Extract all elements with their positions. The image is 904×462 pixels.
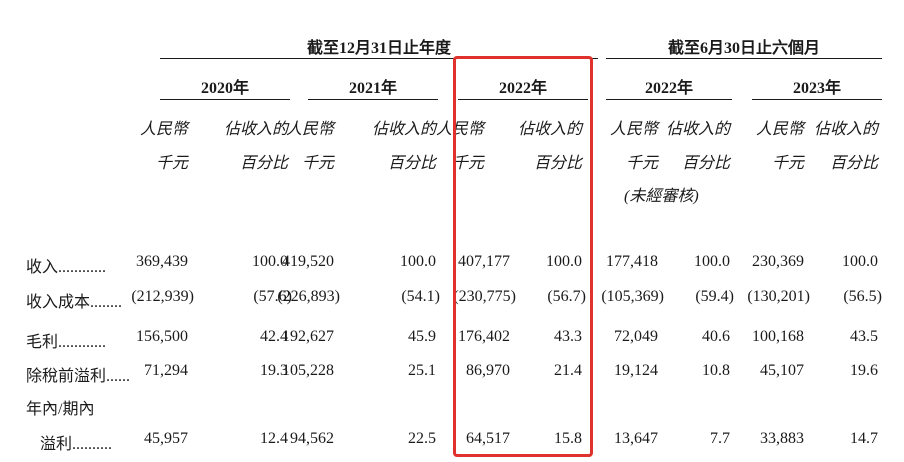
subheader-unit: 千元 — [155, 155, 188, 172]
cell-revenue-2021-amount: 419,520 — [282, 253, 334, 270]
cell-gross-h2022-pct: 40.6 — [702, 328, 730, 345]
cell-revenue-2022-amount: 407,177 — [458, 253, 510, 270]
group-header-six-months: 截至6月30日止六個月 — [667, 40, 820, 57]
subheader-unit: 千元 — [301, 155, 334, 172]
subheader-percent: 佔收入的 — [371, 121, 436, 138]
cell-pbt-h2022-pct: 10.8 — [702, 362, 730, 379]
cell-revenue-2020-pct: 100.0 — [252, 253, 288, 270]
cell-cost-2021-amount: (226,893) — [277, 288, 340, 305]
cell-cost-2020-pct: (57.6) — [253, 288, 292, 305]
year-underline-2022 — [458, 99, 588, 100]
subheader-currency: 人民幣 — [435, 121, 484, 138]
cell-pbt-h2023-pct: 19.6 — [850, 362, 878, 379]
cell-gross-2022-pct: 43.3 — [554, 328, 582, 345]
row-label-profit: 溢利.......... — [40, 436, 113, 453]
year-header-2023-half: 2023年 — [792, 80, 841, 97]
subheader-currency: 人民幣 — [139, 121, 188, 138]
subheader-unit: 百分比 — [829, 155, 878, 172]
cell-cost-2021-pct: (54.1) — [401, 288, 440, 305]
subheader-unit: 百分比 — [239, 155, 288, 172]
subheader-unit: 千元 — [451, 155, 484, 172]
cell-gross-2020-pct: 42.4 — [260, 328, 288, 345]
cell-gross-h2023-pct: 43.5 — [850, 328, 878, 345]
cell-pbt-h2022-amount: 19,124 — [614, 362, 658, 379]
cell-pbt-2022-amount: 86,970 — [466, 362, 510, 379]
row-label-gross-profit: 毛利............ — [26, 334, 107, 351]
subheader-unit: 千元 — [625, 155, 658, 172]
row-label-profit-before-tax: 除稅前溢利...... — [26, 368, 131, 385]
cell-pbt-2021-pct: 25.1 — [408, 362, 436, 379]
cell-revenue-h2023-amount: 230,369 — [752, 253, 804, 270]
cell-cost-2022-pct: (56.7) — [547, 288, 586, 305]
subheader-unit: 百分比 — [681, 155, 730, 172]
year-underline-2020 — [160, 99, 290, 100]
year-header-2021: 2021年 — [348, 80, 397, 97]
group-underline-fiscal-year — [160, 58, 598, 59]
cell-profit-2022-pct: 15.8 — [554, 430, 582, 447]
group-header-fiscal-year: 截至12月31日止年度 — [306, 40, 451, 57]
year-underline-2021 — [308, 99, 438, 100]
row-label-revenue: 收入............ — [26, 259, 107, 276]
cell-revenue-h2023-pct: 100.0 — [842, 253, 878, 270]
cell-revenue-h2022-pct: 100.0 — [694, 253, 730, 270]
cell-profit-2020-pct: 12.4 — [260, 430, 288, 447]
year-underline-2022-half — [606, 99, 732, 100]
subheader-currency: 人民幣 — [609, 121, 658, 138]
group-underline-six-months — [606, 58, 882, 59]
cell-cost-h2022-pct: (59.4) — [695, 288, 734, 305]
cell-gross-2020-amount: 156,500 — [136, 328, 188, 345]
year-header-2020: 2020年 — [200, 80, 249, 97]
row-label-cost-of-revenue: 收入成本........ — [26, 294, 123, 311]
subheader-percent: 佔收入的 — [813, 121, 878, 138]
subheader-percent: 佔收入的 — [223, 121, 288, 138]
fy2022-highlight-box — [453, 56, 593, 457]
subheader-unit: 百分比 — [533, 155, 582, 172]
cell-cost-h2023-pct: (56.5) — [843, 288, 882, 305]
subheader-unit: 百分比 — [387, 155, 436, 172]
cell-profit-h2022-amount: 13,647 — [614, 430, 658, 447]
cell-profit-h2023-pct: 14.7 — [850, 430, 878, 447]
unaudited-note: (未經審核) — [624, 188, 699, 205]
cell-profit-2021-amount: 94,562 — [290, 430, 334, 447]
cell-revenue-2021-pct: 100.0 — [400, 253, 436, 270]
row-label-period: 年內/期內 — [26, 401, 95, 418]
subheader-currency: 人民幣 — [755, 121, 804, 138]
cell-cost-2020-amount: (212,939) — [131, 288, 194, 305]
cell-pbt-2022-pct: 21.4 — [554, 362, 582, 379]
cell-pbt-2020-pct: 19.3 — [260, 362, 288, 379]
cell-gross-2021-pct: 45.9 — [408, 328, 436, 345]
cell-profit-h2022-pct: 7.7 — [710, 430, 730, 447]
cell-gross-h2022-amount: 72,049 — [614, 328, 658, 345]
cell-profit-2021-pct: 22.5 — [408, 430, 436, 447]
cell-gross-2022-amount: 176,402 — [458, 328, 510, 345]
year-header-2022: 2022年 — [498, 80, 547, 97]
cell-revenue-2022-pct: 100.0 — [546, 253, 582, 270]
cell-cost-h2023-amount: (130,201) — [747, 288, 810, 305]
cell-pbt-h2023-amount: 45,107 — [760, 362, 804, 379]
subheader-currency: 人民幣 — [285, 121, 334, 138]
cell-profit-2022-amount: 64,517 — [466, 430, 510, 447]
cell-cost-h2022-amount: (105,369) — [601, 288, 664, 305]
subheader-percent: 佔收入的 — [665, 121, 730, 138]
cell-gross-2021-amount: 192,627 — [282, 328, 334, 345]
cell-profit-2020-amount: 45,957 — [144, 430, 188, 447]
cell-pbt-2020-amount: 71,294 — [144, 362, 188, 379]
cell-gross-h2023-amount: 100,168 — [752, 328, 804, 345]
subheader-percent: 佔收入的 — [517, 121, 582, 138]
subheader-unit: 千元 — [771, 155, 804, 172]
cell-revenue-h2022-amount: 177,418 — [606, 253, 658, 270]
cell-profit-h2023-amount: 33,883 — [760, 430, 804, 447]
cell-pbt-2021-amount: 105,228 — [282, 362, 334, 379]
cell-revenue-2020-amount: 369,439 — [136, 253, 188, 270]
cell-cost-2022-amount: (230,775) — [453, 288, 516, 305]
year-underline-2023-half — [752, 99, 882, 100]
year-header-2022-half: 2022年 — [644, 80, 693, 97]
